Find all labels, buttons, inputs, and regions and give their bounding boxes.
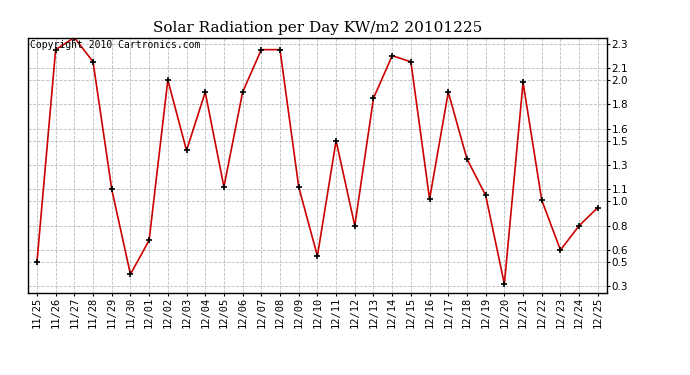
Title: Solar Radiation per Day KW/m2 20101225: Solar Radiation per Day KW/m2 20101225 [152, 21, 482, 35]
Text: Copyright 2010 Cartronics.com: Copyright 2010 Cartronics.com [30, 40, 201, 50]
